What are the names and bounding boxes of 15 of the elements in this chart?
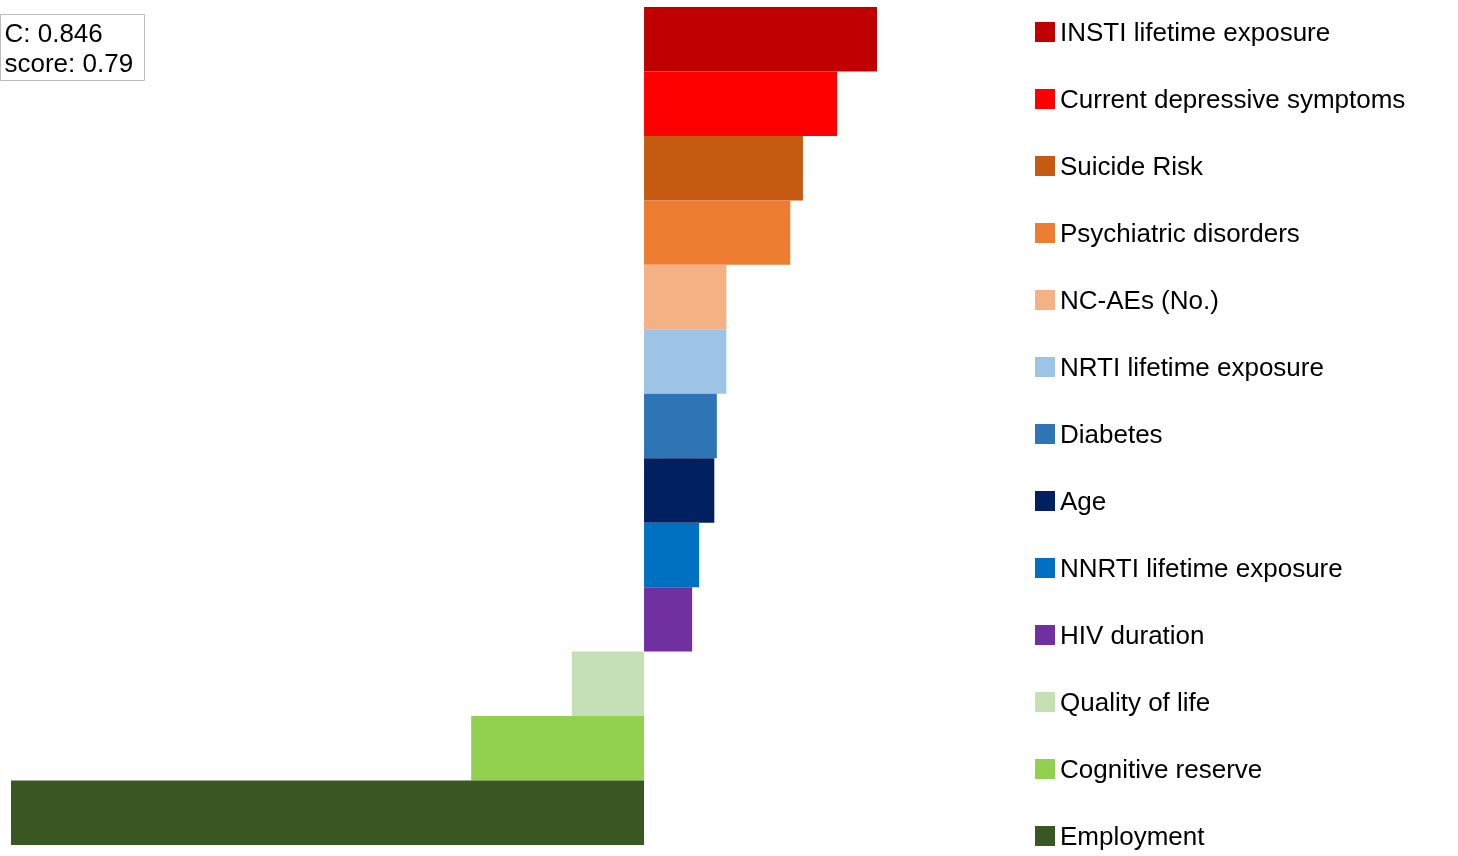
legend-label: Age [1060, 486, 1107, 516]
legend-label: Suicide Risk [1060, 151, 1205, 181]
legend-label: Quality of life [1060, 687, 1211, 717]
legend-label: Diabetes [1060, 419, 1163, 449]
legend-label: NC-AEs (No.) [1060, 285, 1219, 315]
legend-label: Employment [1060, 821, 1206, 851]
legend-label: HIV duration [1060, 620, 1205, 650]
annotation: C: 0.846 [4, 17, 103, 48]
annotation: score: 0.79 [4, 47, 134, 78]
legend-label: Current depressive symptoms [1060, 84, 1406, 114]
legend-label: Psychiatric disorders [1060, 218, 1300, 248]
legend-label: NNRTI lifetime exposure [1060, 553, 1343, 583]
legend-label: INSTI lifetime exposure [1060, 17, 1331, 47]
legend-label: NRTI lifetime exposure [1060, 352, 1324, 382]
legend-label: Cognitive reserve [1060, 754, 1263, 784]
